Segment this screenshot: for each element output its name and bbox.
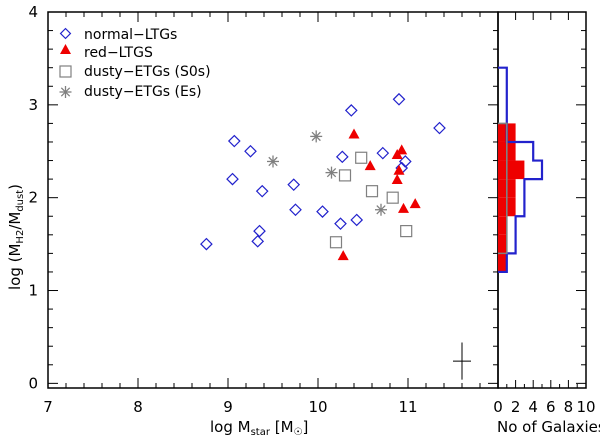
y-tick-label: 1 [28,282,38,300]
hist-x-tick-label: 4 [528,398,538,416]
hist-x-tick-label: 10 [576,398,595,416]
normal-ltg-point [344,104,358,117]
red-ltg-point [409,198,421,209]
y-tick-label: 0 [28,374,38,392]
normal-ltg-point [376,146,390,160]
x-axis-label: log Mstar [M☉] [210,418,308,438]
normal-ltg-point [226,172,239,186]
hist-x-tick-label: 6 [546,398,556,416]
scatter-markers [200,92,446,261]
y-label-close: ) [6,184,24,190]
dusty-s0-point [329,236,343,249]
y-axis-label: log (MH2/Mdust) [6,184,26,290]
hist-red-bar [498,216,507,235]
x-tick-label: 10 [308,398,327,416]
y-label-sub2: dust [15,190,26,212]
hist-red-bar [498,160,525,180]
dusty-s0-point [386,191,399,204]
x-label-unit-symbol: ☉ [294,427,303,438]
legend-dusty-s0s-label: dusty−ETGs (S0s) [84,64,211,80]
x-tick-label: 8 [133,398,143,416]
normal-ltg-point [433,121,446,135]
dusty-e-point [325,166,338,179]
x-tick-label: 7 [43,398,53,416]
red-ltg-point [396,144,408,155]
normal-ltg-point [287,178,301,192]
hist-x-tick-label: 8 [564,398,574,416]
x-tick-label: 9 [223,398,233,416]
normal-ltg-point [200,237,213,251]
normal-ltg-point [316,205,329,218]
dusty-e-point [375,203,387,216]
error-bar [453,342,471,380]
hist-normal-ltg-outline [498,66,544,274]
y-tick-label: 4 [28,3,38,21]
legend-dusty-es-label: dusty−ETGs (Es) [84,84,202,100]
legend-dusty-s0s-marker [59,65,72,78]
histogram-bars [498,66,544,274]
x-label-sub: star [251,427,271,438]
legend-red-ltgs-marker [60,44,71,54]
normal-ltg-point [392,92,406,106]
red-ltg-point [398,202,409,213]
histogram-x-axis: 0 2 4 6 8 10 [493,12,596,416]
hist-dusty-s0-outline [498,122,508,255]
legend-red-ltgs-label: red−LTGS [84,45,153,61]
dusty-e-point [267,155,279,168]
red-ltg-point [364,160,376,171]
x-label-unit-close: ] [302,418,308,436]
normal-ltg-point [251,234,265,248]
y-tick-label: 2 [28,189,38,207]
normal-ltg-point [335,150,349,164]
normal-ltg-point [227,134,241,148]
normal-ltg-point [334,217,347,231]
legend-dusty-es-marker [59,86,72,98]
dusty-s0-point [365,185,379,198]
dusty-s0-point [338,169,352,182]
y-tick-label: 3 [28,96,38,114]
legend-normal-ltgs-label: normal−LTGs [84,27,177,43]
hist-red-bar [498,234,507,254]
red-ltg-point [391,174,403,185]
y-axis: 0 1 2 3 4 [28,3,586,392]
x-label-unit-open: [M [270,418,294,436]
x-axis: 7 8 9 10 11 [43,12,481,416]
normal-ltg-point [244,144,257,158]
normal-ltg-point [289,203,302,217]
dusty-e-point [310,130,323,143]
red-ltg-point [337,250,349,261]
normal-ltg-point [255,184,269,198]
histogram-x-label: No of Galaxies [497,418,600,436]
y-label-open: log (M [6,244,24,290]
dusty-s0-point [400,225,413,238]
normal-ltg-point [350,213,364,227]
red-ltg-point [348,128,360,139]
dusty-s0-point [355,151,368,164]
y-label-sub1: H2 [15,230,26,244]
legend-normal-ltgs-marker [59,27,72,40]
x-label-main: log M [210,418,251,436]
red-ltg-point [393,164,405,175]
y-label-mid: /M [6,212,24,230]
hist-x-tick-label: 2 [511,398,521,416]
hist-x-tick-label: 0 [493,398,503,416]
normal-ltg-point [253,224,266,238]
legend: normal−LTGs red−LTGS dusty−ETGs (S0s) du… [59,27,211,100]
x-tick-label: 11 [398,398,417,416]
hist-red-bar [498,253,507,272]
normal-ltg-point [398,155,412,168]
